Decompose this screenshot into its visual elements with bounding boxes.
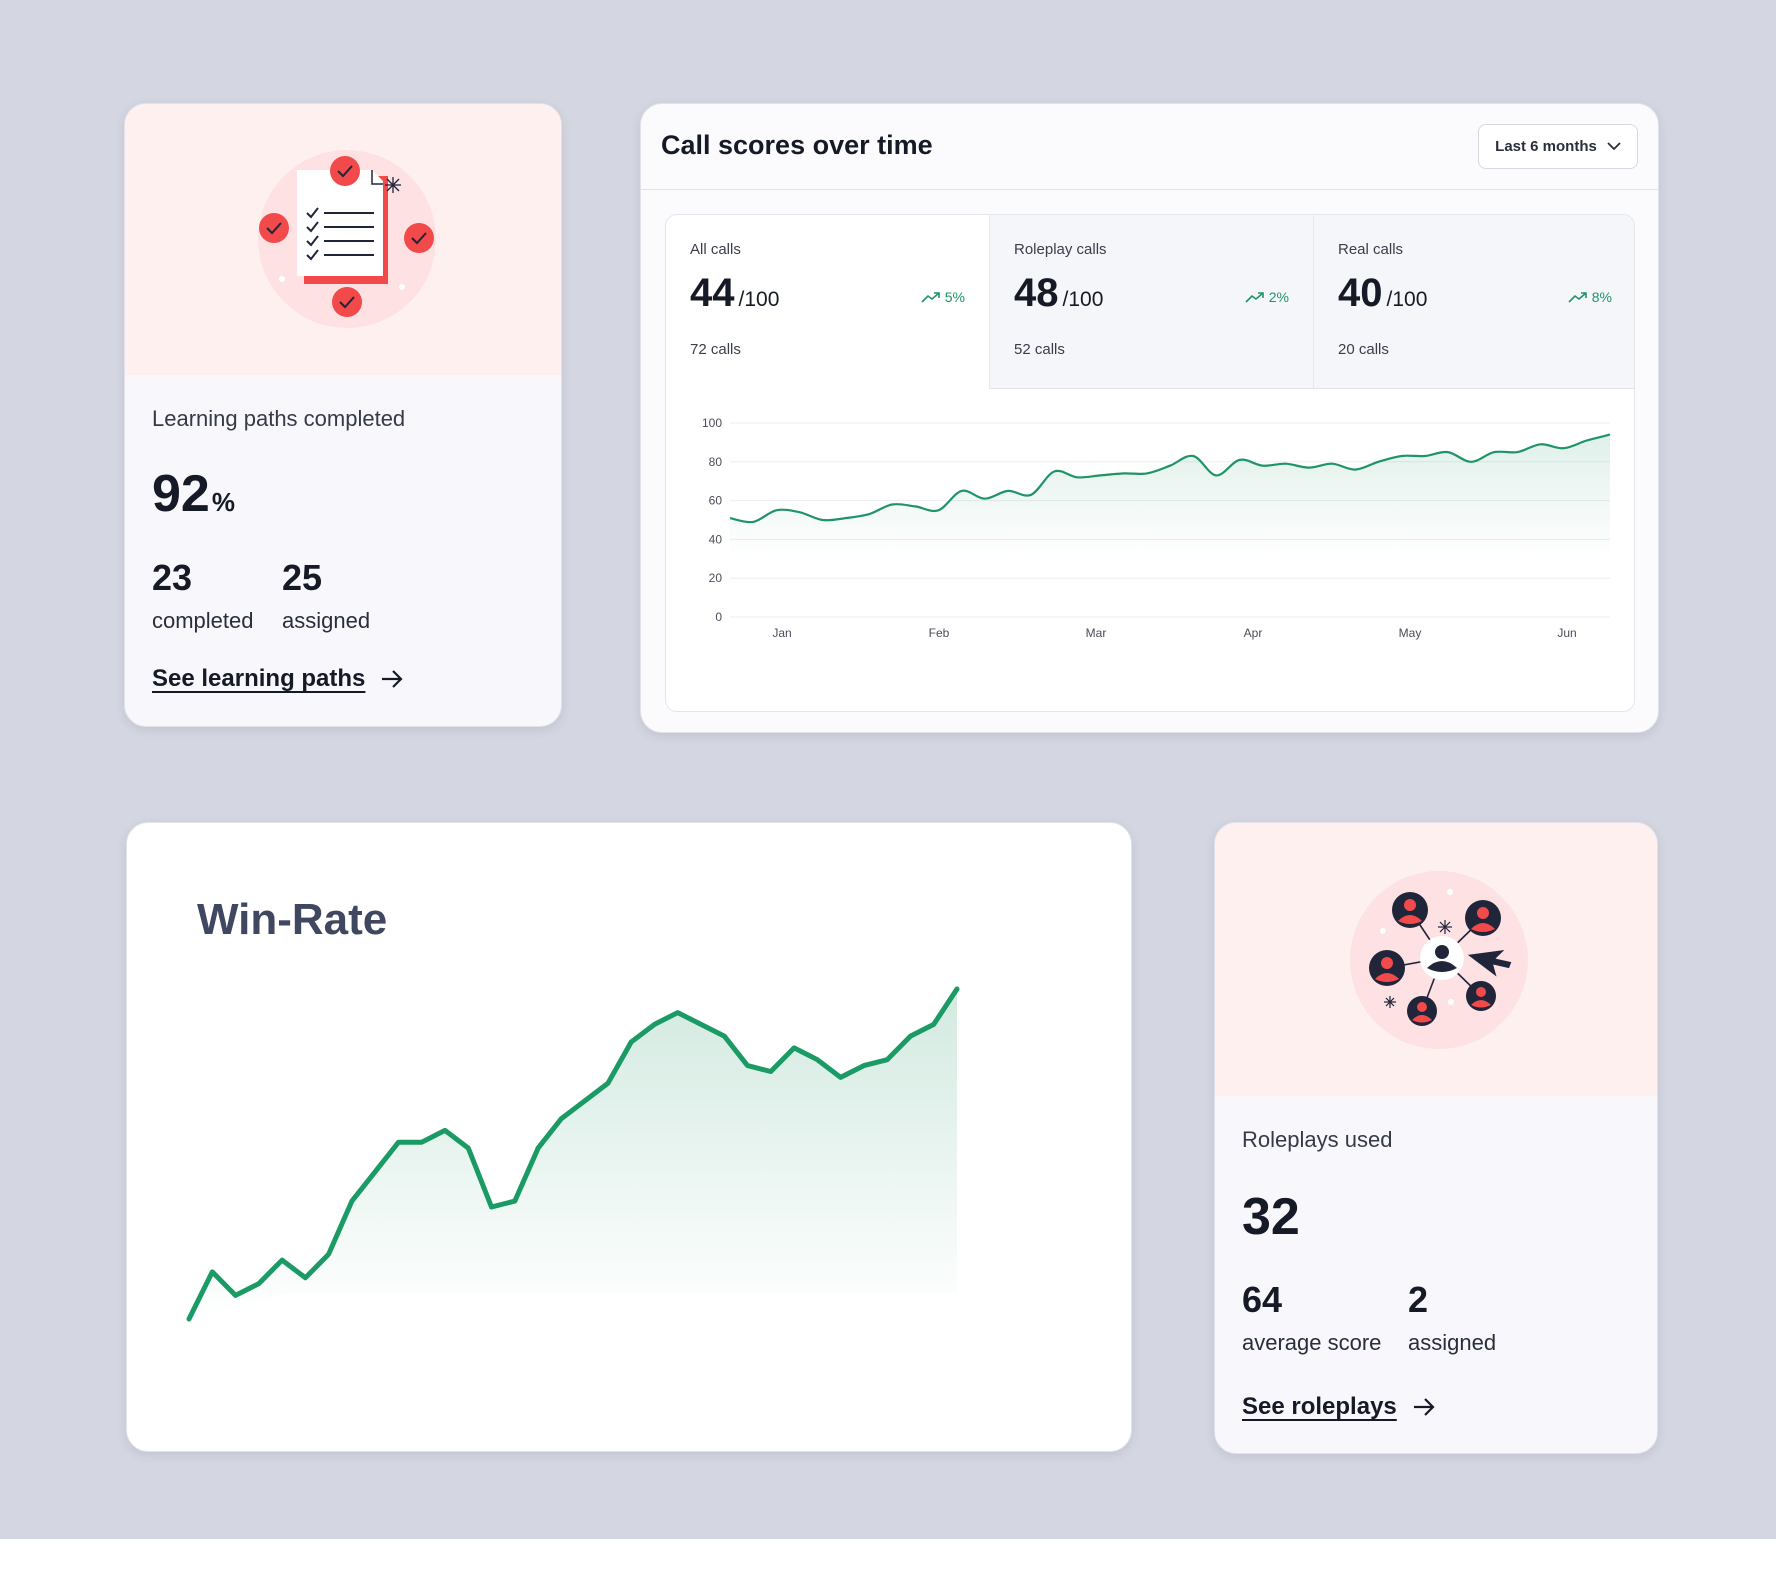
chevron-down-icon bbox=[1607, 142, 1621, 151]
y-tick-label: 60 bbox=[709, 494, 723, 508]
tab-score-denominator: /100 bbox=[1062, 288, 1104, 311]
tab-score-denominator: /100 bbox=[1386, 288, 1428, 311]
tab-score-value: 40 bbox=[1338, 271, 1383, 315]
tab-all-calls[interactable]: All calls 44/100 5% 72 calls bbox=[666, 215, 990, 389]
completed-label: completed bbox=[152, 608, 254, 633]
see-roleplays-link[interactable]: See roleplays bbox=[1242, 1393, 1435, 1421]
roleplays-card: Roleplays used 32 64 average score 2 ass… bbox=[1214, 822, 1658, 1454]
network-people-illustration-icon bbox=[1350, 871, 1528, 1049]
tab-trend-value: 8% bbox=[1591, 289, 1612, 305]
tab-trend: 8% bbox=[1568, 289, 1612, 305]
average-score-value: 64 bbox=[1242, 1279, 1283, 1320]
tab-calls-count: 20 calls bbox=[1338, 341, 1389, 358]
learning-paths-label: Learning paths completed bbox=[152, 406, 406, 431]
tab-score: 48/100 bbox=[1014, 271, 1103, 316]
roleplays-assigned-value: 2 bbox=[1408, 1279, 1429, 1320]
tab-roleplay-calls[interactable]: Roleplay calls 48/100 2% 52 calls bbox=[990, 215, 1314, 389]
header-divider bbox=[641, 189, 1658, 190]
learning-percent-value: 92% bbox=[152, 464, 235, 524]
y-tick-label: 20 bbox=[709, 571, 723, 585]
period-dropdown-label: Last 6 months bbox=[1495, 138, 1597, 155]
tab-real-calls[interactable]: Real calls 40/100 8% 20 calls bbox=[1314, 215, 1634, 389]
tab-score: 44/100 bbox=[690, 271, 779, 316]
tab-trend: 5% bbox=[921, 289, 965, 305]
assigned-count: 25 bbox=[282, 557, 323, 598]
win-rate-chart bbox=[186, 986, 960, 1322]
tab-label: All calls bbox=[690, 241, 741, 258]
see-learning-paths-link[interactable]: See learning paths bbox=[152, 665, 403, 693]
x-tick-label: Feb bbox=[929, 626, 950, 640]
roleplays-used-label: Roleplays used bbox=[1242, 1127, 1393, 1152]
win-rate-area-fill bbox=[189, 989, 957, 1319]
tab-trend-value: 2% bbox=[1268, 289, 1289, 305]
trend-up-icon bbox=[921, 292, 940, 303]
tab-label: Roleplay calls bbox=[1014, 241, 1107, 258]
y-tick-label: 0 bbox=[715, 610, 722, 624]
y-tick-label: 100 bbox=[702, 416, 722, 430]
y-tick-label: 80 bbox=[709, 455, 723, 469]
completed-count: 23 bbox=[152, 557, 193, 598]
assigned-label: assigned bbox=[282, 608, 371, 633]
roleplays-used-value: 32 bbox=[1242, 1188, 1300, 1246]
call-scores-panel: All calls 44/100 5% 72 calls Roleplay ca… bbox=[665, 214, 1635, 712]
call-scores-title: Call scores over time bbox=[661, 130, 933, 160]
x-tick-label: May bbox=[1399, 626, 1422, 640]
arrow-right-icon bbox=[1413, 1398, 1435, 1416]
call-scores-chart: 100 80 60 40 20 0 Jan Feb Mar Apr May Jun bbox=[702, 416, 1611, 640]
x-tick-label: Jun bbox=[1557, 626, 1576, 640]
tab-calls-count: 72 calls bbox=[690, 341, 741, 358]
tab-calls-count: 52 calls bbox=[1014, 341, 1065, 358]
percent-unit: % bbox=[211, 487, 235, 517]
period-dropdown[interactable]: Last 6 months bbox=[1478, 124, 1638, 169]
tab-trend-value: 5% bbox=[944, 289, 965, 305]
score-series-line bbox=[729, 433, 1611, 524]
trend-up-icon bbox=[1568, 292, 1587, 303]
tab-score-value: 44 bbox=[690, 271, 735, 315]
tab-score: 40/100 bbox=[1338, 271, 1427, 316]
arrow-right-icon bbox=[382, 670, 403, 688]
score-area-fill bbox=[730, 434, 1610, 557]
y-tick-label: 40 bbox=[709, 532, 723, 546]
checklist-illustration-icon bbox=[258, 150, 436, 328]
tab-trend: 2% bbox=[1245, 289, 1289, 305]
tab-score-value: 48 bbox=[1014, 271, 1059, 315]
see-roleplays-label: See roleplays bbox=[1242, 1393, 1397, 1420]
learning-paths-card: Learning paths completed 92% 23 complete… bbox=[124, 103, 562, 727]
tab-score-denominator: /100 bbox=[738, 288, 780, 311]
roleplays-assigned-label: assigned bbox=[1408, 1330, 1497, 1355]
win-rate-card: Win-Rate bbox=[126, 822, 1132, 1452]
x-tick-label: Jan bbox=[772, 626, 791, 640]
trend-up-icon bbox=[1245, 292, 1264, 303]
average-score-label: average score bbox=[1242, 1330, 1382, 1355]
see-learning-paths-label: See learning paths bbox=[152, 665, 366, 692]
percent-number: 92 bbox=[152, 465, 210, 523]
x-tick-label: Apr bbox=[1244, 626, 1263, 640]
tab-label: Real calls bbox=[1338, 241, 1404, 258]
win-rate-title: Win-Rate bbox=[197, 895, 388, 944]
call-scores-card: Call scores over time Last 6 months All … bbox=[640, 103, 1659, 733]
x-tick-label: Mar bbox=[1086, 626, 1107, 640]
win-rate-series-line bbox=[186, 986, 960, 1322]
